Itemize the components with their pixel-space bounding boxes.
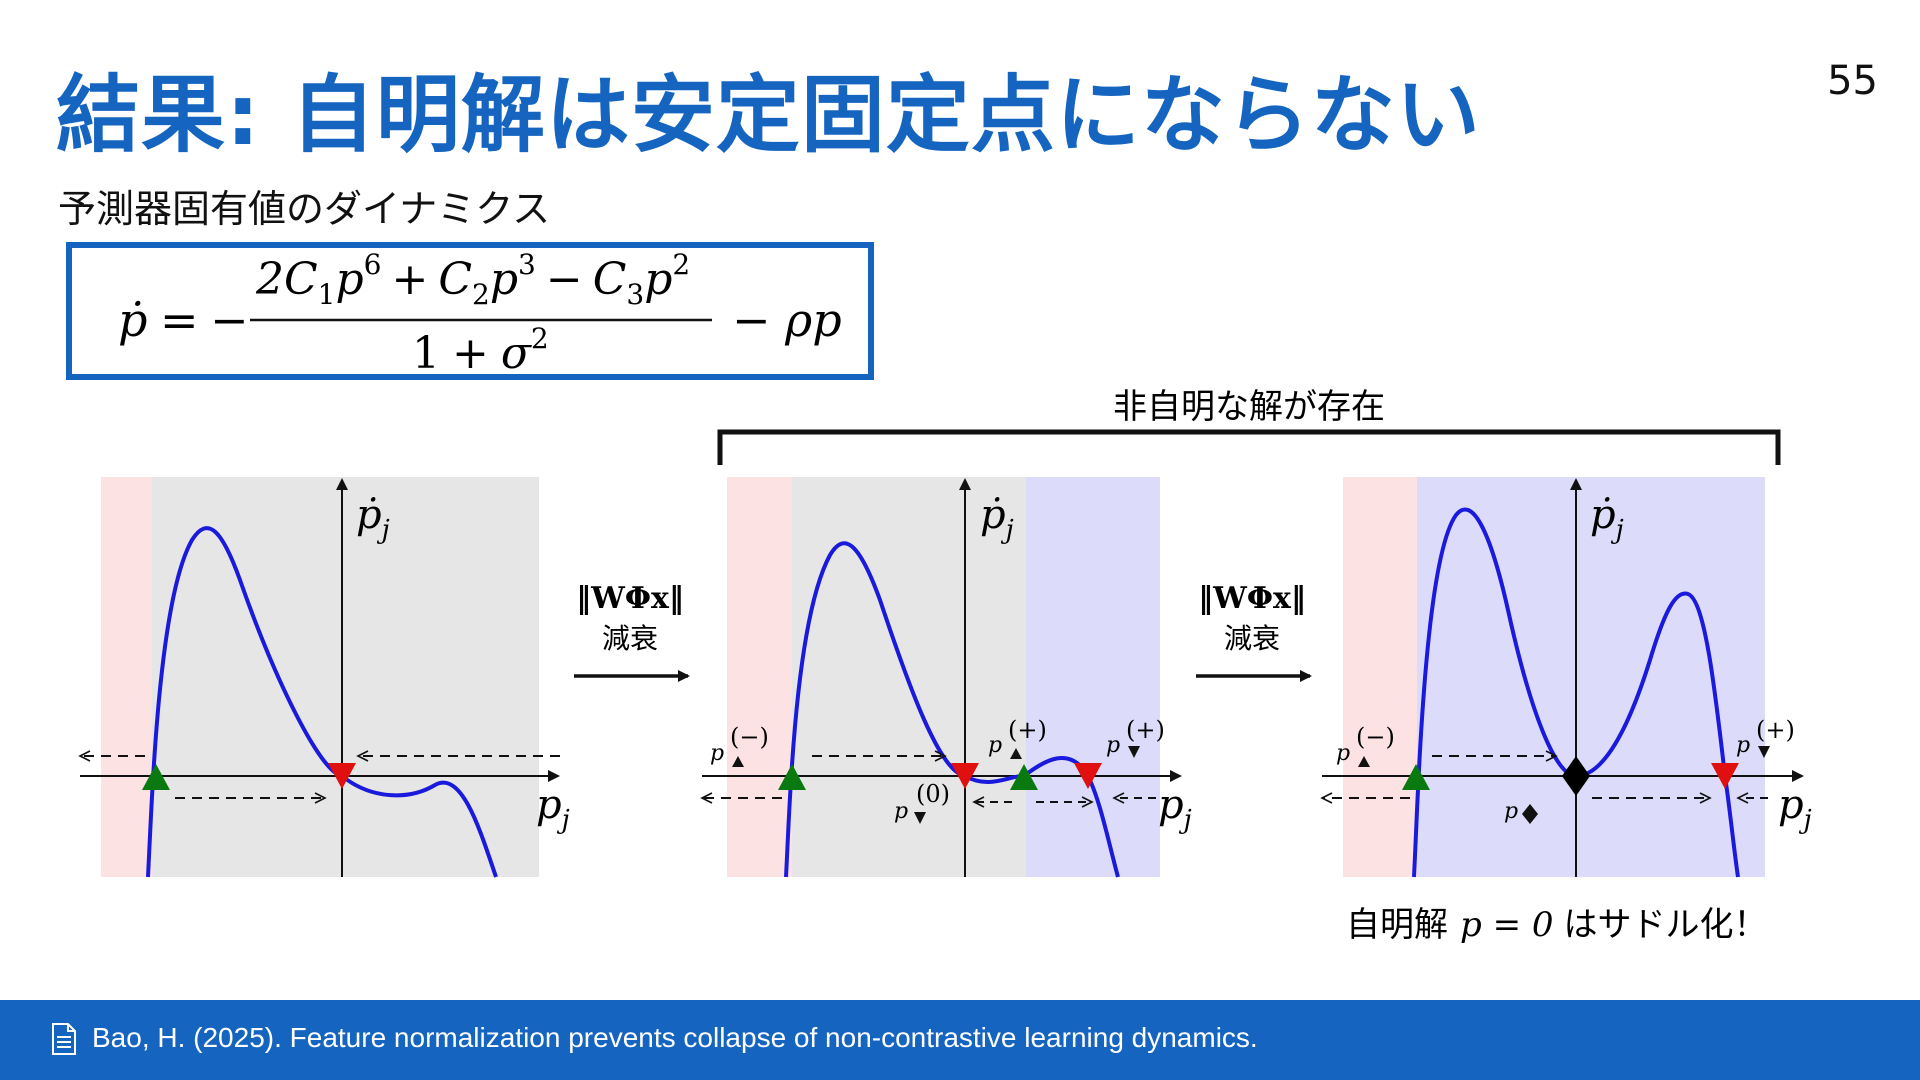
- panel-1: ṗj pj: [78, 477, 570, 878]
- unstable-marker-2: [1074, 763, 1102, 789]
- saddle-caption: 自明解 p = 0 はサドル化！: [1346, 905, 1768, 945]
- svg-text:(+): (+): [1126, 716, 1165, 744]
- stable-marker: [1402, 764, 1430, 790]
- formula-box: ṗ = − 2C1p6 + C2p3− C3p2 1 + σ2 − ρp: [66, 242, 874, 380]
- decay-caption-1: 減衰: [602, 622, 658, 655]
- stable-marker: [142, 764, 170, 790]
- unstable-marker: [951, 763, 979, 789]
- label-p-minus: p (−): [710, 723, 769, 767]
- transition-1: ‖WΦx‖ 減衰: [574, 581, 690, 682]
- svg-text:(−): (−): [1356, 723, 1395, 751]
- region-pink: [1343, 477, 1417, 877]
- y-axis-label: ṗj: [1590, 492, 1624, 545]
- region-gray: [152, 477, 539, 877]
- label-p-plus-down: p (+): [1106, 716, 1165, 758]
- page-title: 結果: 自明解は安定固定点にならない: [56, 66, 1481, 164]
- region-blue: [1026, 477, 1160, 877]
- stable-marker-2: [1010, 764, 1038, 790]
- svg-text:(+): (+): [1008, 716, 1047, 744]
- region-pink: [101, 477, 152, 877]
- transition-2: ‖WΦx‖ 減衰: [1196, 581, 1312, 682]
- x-axis-label: pj: [536, 782, 570, 835]
- svg-text:(+): (+): [1756, 716, 1795, 744]
- bracket-label: 非自明な解が存在: [1113, 387, 1385, 427]
- panel-2: p (−) p (0) p (+) p (+) ṗj pj: [700, 477, 1192, 878]
- svg-text:p: p: [1106, 733, 1120, 758]
- svg-text:p: p: [1336, 741, 1350, 766]
- footer: Bao, H. (2025). Feature normalization pr…: [0, 1000, 1920, 1080]
- norm-label-1: ‖WΦx‖: [576, 581, 684, 616]
- svg-text:p: p: [710, 741, 724, 766]
- svg-text:p: p: [1504, 799, 1518, 824]
- stable-marker: [778, 764, 806, 790]
- norm-label-2: ‖WΦx‖: [1198, 581, 1306, 616]
- svg-text:(0): (0): [916, 780, 950, 808]
- bracket: [717, 429, 1781, 465]
- x-axis-label: pj: [1158, 782, 1192, 835]
- region-blue: [1417, 477, 1765, 877]
- svg-text:p: p: [1736, 733, 1750, 758]
- phase-diagram: 非自明な解が存在 ‖WΦx‖ 減衰 ‖WΦx‖ 減衰 ṗj pj: [78, 387, 1812, 945]
- eq-denominator: 1 + σ2: [412, 322, 549, 379]
- svg-text:(−): (−): [730, 723, 769, 751]
- citation: Bao, H. (2025). Feature normalization pr…: [92, 1022, 1258, 1053]
- eq-numerator: 2C1p6 + C2p3− C3p2: [255, 248, 690, 311]
- eq-tail: − ρp: [732, 293, 842, 347]
- equation: ṗ = − 2C1p6 + C2p3− C3p2 1 + σ2 − ρp: [118, 248, 842, 379]
- x-axis-label: pj: [1778, 782, 1812, 835]
- page-number: 55: [1827, 58, 1878, 104]
- y-axis-label: ṗj: [980, 492, 1014, 545]
- svg-text:p: p: [894, 799, 908, 824]
- eq-equals: =: [160, 293, 199, 347]
- eq-lhs: ṗ: [118, 293, 147, 347]
- region-pink: [727, 477, 792, 877]
- eq-minus: −: [210, 293, 249, 347]
- label-p-saddle: p: [1504, 799, 1538, 824]
- curve: [146, 526, 498, 878]
- y-axis-label: ṗj: [356, 492, 390, 545]
- unstable-marker: [1711, 763, 1739, 789]
- saddle-marker: [1562, 756, 1590, 796]
- subtitle: 予測器固有値のダイナミクス: [58, 187, 551, 231]
- document-icon: [52, 1023, 76, 1055]
- label-p-plus-up: p (+): [988, 716, 1047, 759]
- label-p-plus: p (+): [1736, 716, 1795, 758]
- panel-3: p (−) p p (+) ṗj pj: [1320, 477, 1812, 878]
- label-p-minus: p (−): [1336, 723, 1395, 767]
- svg-text:p: p: [988, 733, 1002, 758]
- decay-caption-2: 減衰: [1224, 622, 1280, 655]
- unstable-marker: [328, 763, 356, 789]
- label-p-zero: p (0): [894, 780, 950, 824]
